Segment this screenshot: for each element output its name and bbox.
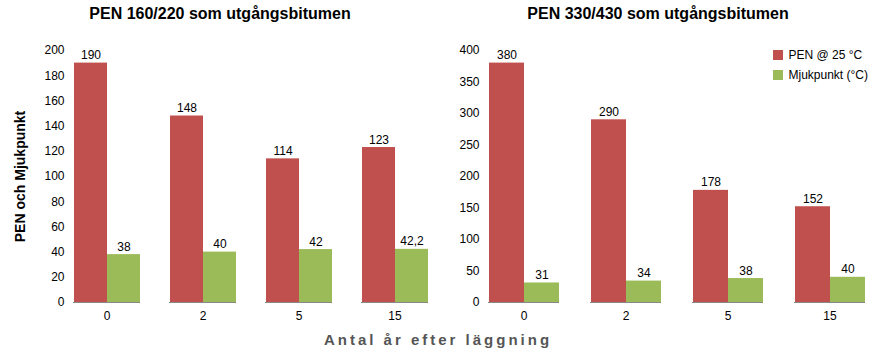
svg-text:140: 140 <box>44 119 64 133</box>
svg-text:15: 15 <box>823 309 837 323</box>
svg-text:152: 152 <box>803 192 823 206</box>
html-text:PEN 330/430 som utgångsbitumen: PEN 330/430 som utgångsbitumen <box>527 5 789 22</box>
svg-text:40: 40 <box>841 262 855 276</box>
svg-text:15: 15 <box>388 309 402 323</box>
svg-text:190: 190 <box>81 48 101 62</box>
svg-text:60: 60 <box>51 220 65 234</box>
svg-text:250: 250 <box>459 138 479 152</box>
svg-text:123: 123 <box>369 133 389 147</box>
svg-text:40: 40 <box>51 245 65 259</box>
svg-text:5: 5 <box>725 309 732 323</box>
svg-text:300: 300 <box>459 106 479 120</box>
svg-text:5: 5 <box>296 309 303 323</box>
svg-text:42,2: 42,2 <box>400 234 424 248</box>
svg-text:50: 50 <box>466 264 480 278</box>
svg-text:0: 0 <box>473 295 480 309</box>
svg-text:150: 150 <box>459 201 479 215</box>
svg-text:34: 34 <box>637 266 651 280</box>
svg-text:148: 148 <box>177 101 197 115</box>
svg-text:290: 290 <box>599 105 619 119</box>
svg-text:200: 200 <box>44 43 64 57</box>
svg-text:38: 38 <box>117 240 131 254</box>
svg-text:178: 178 <box>701 175 721 189</box>
svg-text:38: 38 <box>739 264 753 278</box>
html-text:Antal år efter läggning: Antal år efter läggning <box>323 331 553 348</box>
svg-text:114: 114 <box>273 144 292 158</box>
svg-text:100: 100 <box>44 169 64 183</box>
svg-text:400: 400 <box>459 43 479 57</box>
svg-text:80: 80 <box>51 195 65 209</box>
html-text:PEN 160/220 som utgångsbitumen: PEN 160/220 som utgångsbitumen <box>89 5 351 22</box>
svg-text:160: 160 <box>44 94 64 108</box>
svg-text:31: 31 <box>535 268 549 282</box>
svg-text:0: 0 <box>521 309 528 323</box>
svg-text:0: 0 <box>58 295 65 309</box>
html-text:Mjukpunkt (°C): Mjukpunkt (°C) <box>788 68 868 82</box>
svg-text:2: 2 <box>623 309 630 323</box>
html-text:PEN @ 25 °C: PEN @ 25 °C <box>788 48 863 62</box>
svg-text:20: 20 <box>51 270 65 284</box>
svg-text:180: 180 <box>44 69 64 83</box>
svg-text:100: 100 <box>459 232 479 246</box>
svg-text:PEN och Mjukpunkt: PEN och Mjukpunkt <box>12 110 28 242</box>
svg-text:40: 40 <box>213 237 227 251</box>
svg-text:120: 120 <box>44 144 64 158</box>
svg-text:42: 42 <box>309 235 323 249</box>
svg-text:380: 380 <box>497 48 517 62</box>
svg-text:350: 350 <box>459 75 479 89</box>
svg-text:200: 200 <box>459 169 479 183</box>
svg-text:2: 2 <box>200 309 207 323</box>
svg-text:0: 0 <box>104 309 111 323</box>
